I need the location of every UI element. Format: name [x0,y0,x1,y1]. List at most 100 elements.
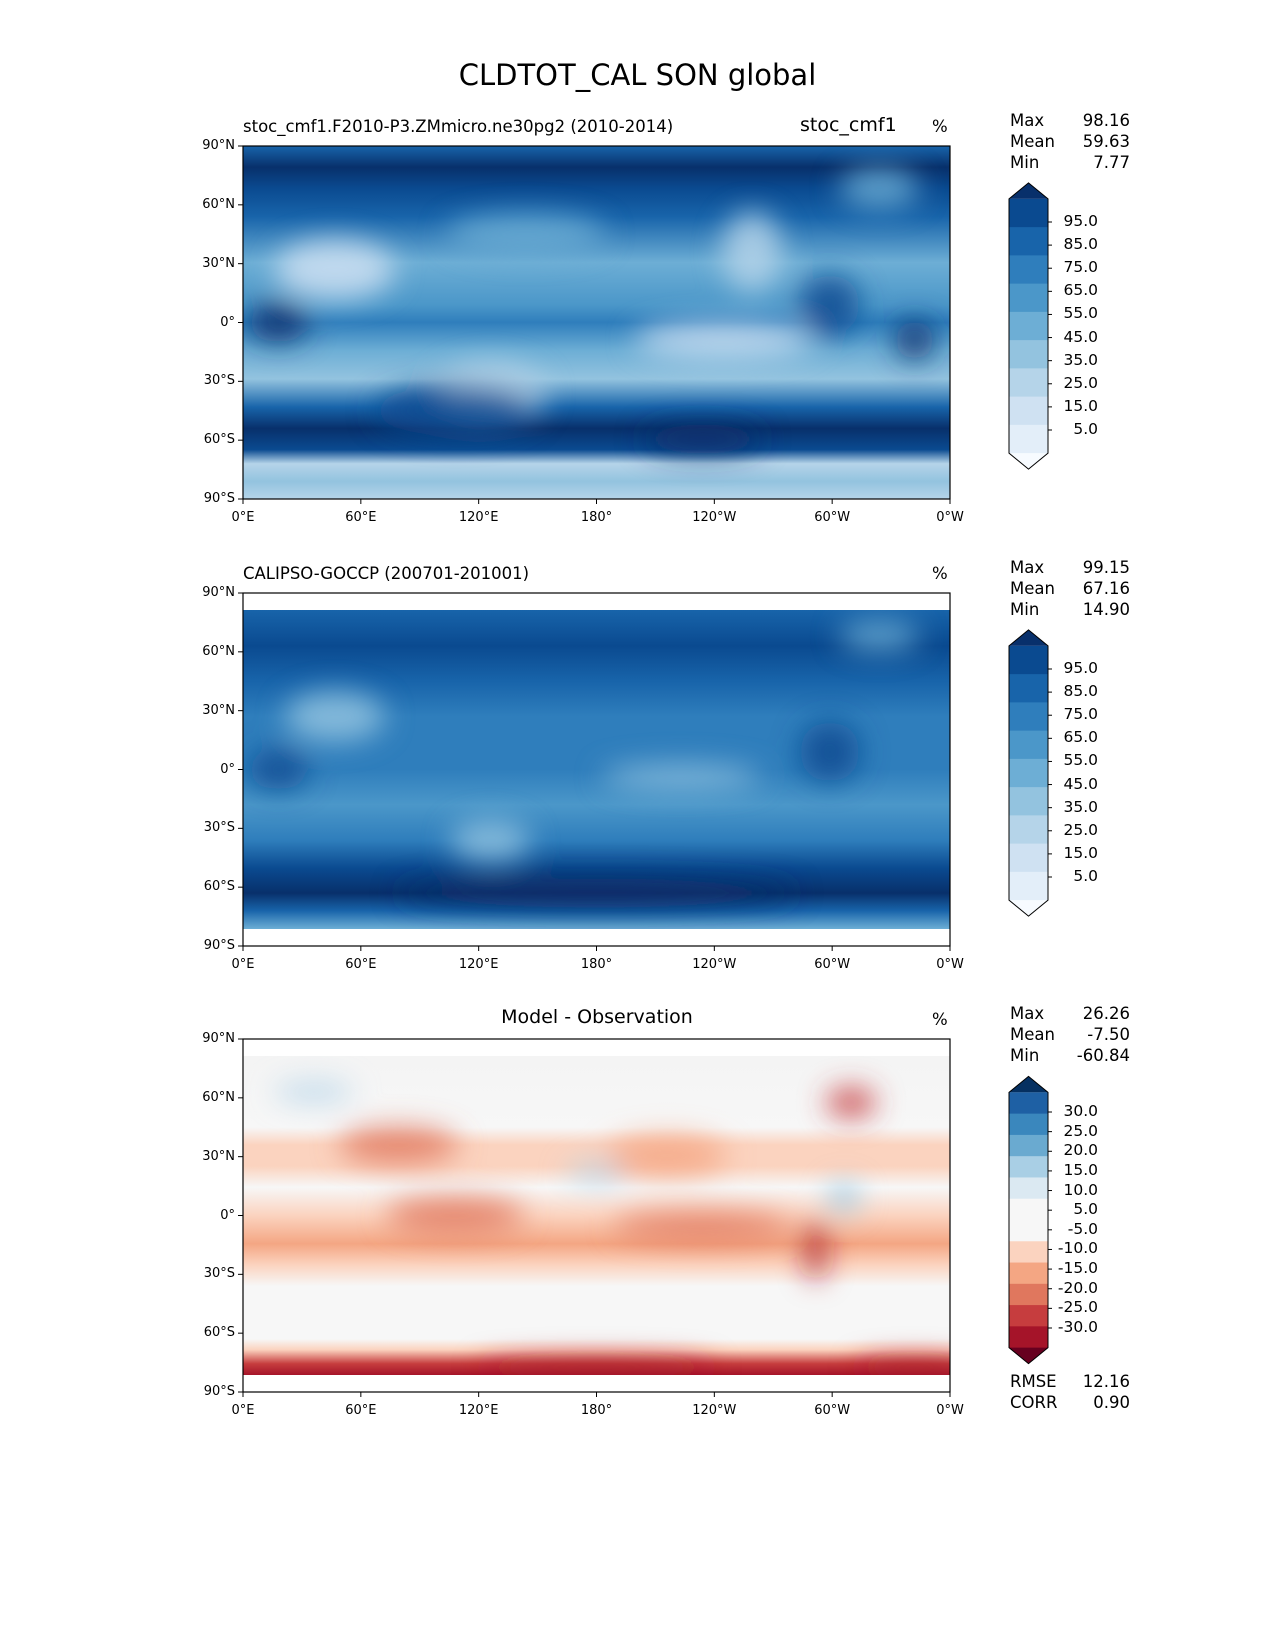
colorbar-tick-label: 25.0 [1063,1121,1098,1140]
lat-tick-label: 30°S [203,820,235,836]
lon-tick-label: 180° [580,1403,613,1418]
colorbar-segment [1009,674,1048,703]
stat-label: Max [1010,558,1045,577]
colorbar-segment [1009,1134,1048,1157]
contour-region [248,302,309,343]
colorbar-tick-label: 35.0 [1063,797,1098,816]
lon-tick-label: 0°W [936,1403,964,1418]
stat-label: Min [1010,1046,1040,1065]
colorbar-segment [1009,815,1048,845]
lon-tick-label: 180° [580,510,613,525]
stat-label: Max [1010,1004,1045,1023]
colorbar-tick-label: 25.0 [1063,820,1098,839]
lon-tick-label: 0°W [936,957,964,972]
map-field [243,1039,950,1392]
contour-region [476,1359,717,1376]
lat-tick-label: 30°N [202,702,235,718]
lat-tick-label: 60°N [202,1089,235,1105]
colorbar-segment [1009,645,1048,675]
contour-region [805,1220,826,1281]
panel-center-title: stoc_cmf1 [800,114,897,136]
colorbar-tick-label: -20.0 [1057,1278,1098,1297]
colorbar-extend-bottom [1009,453,1048,470]
contour-region [839,168,920,209]
colorbar-tick-label: 5.0 [1073,420,1098,438]
stat-value: -60.84 [1076,1046,1130,1065]
colorbar-tick-label: 75.0 [1063,705,1098,724]
colorbar-tick-label: 55.0 [1063,751,1098,770]
contour-region [385,1197,526,1234]
map-field [243,593,950,946]
panel-units: % [932,1010,948,1029]
colorbar-segment [1009,787,1048,816]
colorbar-segment [1009,1241,1048,1264]
contour-region [274,239,395,300]
stat-label: Mean [1010,132,1055,151]
colorbar-tick-label: 95.0 [1063,212,1098,230]
colorbar-tick-label: 15.0 [1063,1160,1098,1179]
contour-region [566,1163,627,1184]
colorbar-segment [1009,1113,1048,1136]
lat-tick-label: 60°N [202,643,235,659]
lat-tick-label: 60°S [203,432,235,448]
colorbar-segment [1009,730,1048,760]
stat-label: Max [1010,111,1045,130]
lat-tick-label: 30°S [203,1266,235,1282]
lon-tick-label: 60°E [345,1403,377,1418]
lon-tick-label: 60°W [814,957,851,972]
colorbar-tick-label: -15.0 [1057,1259,1098,1278]
lon-tick-label: 120°E [458,510,499,525]
lat-tick-label: 90°S [203,491,235,506]
colorbar-tick-label: 20.0 [1063,1141,1098,1160]
colorbar-segment [1009,1305,1048,1327]
colorbar-extend-top [1009,182,1048,199]
colorbar-extend-top [1009,629,1048,646]
colorbar-segment [1009,1177,1048,1200]
colorbar-segment [1009,843,1048,873]
contour-region [607,1135,728,1176]
stat-value: 98.16 [1082,111,1130,130]
panel-units: % [932,117,948,136]
colorbar-extend-bottom [1009,900,1048,917]
contour-region [248,749,309,790]
colorbar-segment [1009,1092,1048,1115]
stat-value: 14.90 [1082,600,1130,619]
colorbar-tick-label: -5.0 [1067,1219,1098,1238]
contour-region [799,721,860,782]
colorbar-tick-label: 45.0 [1063,327,1098,346]
colorbar-segment [1009,1262,1048,1285]
contour-region [338,1126,459,1163]
colorbar-tick-label: 15.0 [1063,843,1098,862]
panel-center-title: Model - Observation [501,1006,693,1028]
stat-label: Min [1010,600,1040,619]
colorbar-segment [1009,396,1048,426]
contour-region [826,1087,877,1118]
colorbar-segment [1009,340,1048,369]
lon-tick-label: 120°E [458,1403,499,1418]
panel-left-title: stoc_cmf1.F2010-P3.ZMmicro.ne30pg2 (2010… [243,117,674,136]
colorbar-tick-label: -25.0 [1057,1298,1098,1317]
contour-region [633,322,814,359]
stat-label: Mean [1010,579,1055,598]
lon-tick-label: 60°E [345,957,377,972]
colorbar-tick-label: 85.0 [1063,235,1098,254]
colorbar-tick-label: -30.0 [1057,1318,1098,1336]
contour-region [642,423,763,454]
contour-region [273,1081,354,1102]
map-panel-2 [238,592,951,951]
contour-region [894,320,935,361]
lat-tick-label: 60°N [202,196,235,212]
colorbar-tick-label: 75.0 [1063,258,1098,277]
lon-tick-label: 0°W [936,510,964,525]
colorbar-2 [1008,629,1052,917]
colorbar-tick-label: 15.0 [1063,396,1098,415]
colorbar-extend-top [1009,1076,1048,1093]
colorbar-outline [1008,1075,1049,1365]
colorbar-tick-label: 65.0 [1063,728,1098,747]
colorbar-1 [1008,182,1052,470]
contour-region [396,878,797,909]
lat-tick-label: 60°S [203,1325,235,1341]
lat-tick-label: 90°S [203,1384,235,1399]
lat-tick-label: 90°N [202,1031,235,1046]
